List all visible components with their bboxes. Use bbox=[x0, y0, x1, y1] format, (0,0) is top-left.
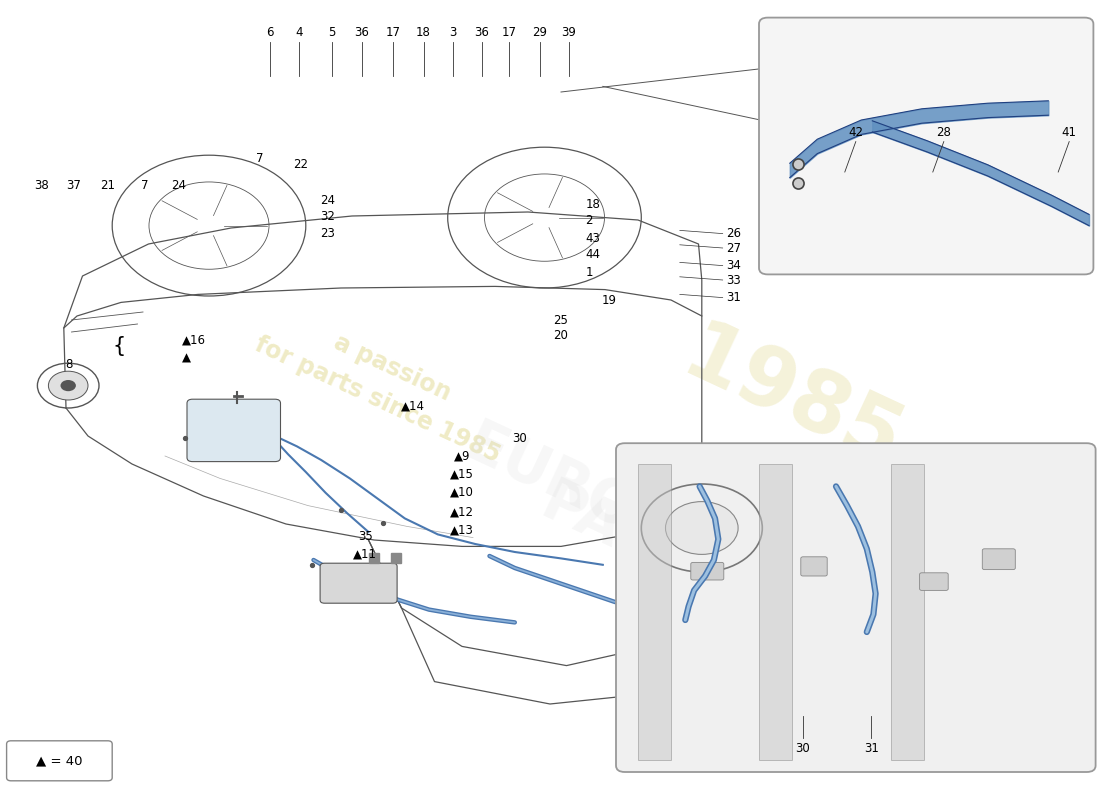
Text: 7: 7 bbox=[142, 179, 148, 192]
Text: 6: 6 bbox=[266, 26, 273, 38]
Text: ▲11: ▲11 bbox=[353, 547, 377, 560]
Text: 26: 26 bbox=[726, 227, 741, 240]
Text: 38: 38 bbox=[34, 179, 50, 192]
Text: 24: 24 bbox=[320, 194, 336, 206]
FancyBboxPatch shape bbox=[759, 464, 792, 760]
Text: ▲13: ▲13 bbox=[450, 524, 474, 537]
Text: 42: 42 bbox=[848, 126, 864, 138]
FancyBboxPatch shape bbox=[7, 741, 112, 781]
Text: 1: 1 bbox=[585, 266, 593, 278]
Text: ▲: ▲ bbox=[182, 351, 190, 364]
Text: 17: 17 bbox=[502, 26, 517, 38]
FancyBboxPatch shape bbox=[801, 557, 827, 576]
Text: 22: 22 bbox=[293, 158, 308, 171]
Text: ▲9: ▲9 bbox=[453, 450, 471, 462]
Text: 32: 32 bbox=[320, 210, 336, 222]
Text: 37: 37 bbox=[66, 179, 81, 192]
Circle shape bbox=[60, 380, 76, 391]
Text: 27: 27 bbox=[726, 242, 741, 254]
Text: 30: 30 bbox=[795, 742, 811, 754]
Text: 31: 31 bbox=[864, 742, 879, 754]
Text: 5: 5 bbox=[329, 26, 336, 38]
FancyBboxPatch shape bbox=[982, 549, 1015, 570]
Text: 35: 35 bbox=[358, 530, 373, 542]
Text: ▲15: ▲15 bbox=[450, 467, 474, 480]
Text: ▲12: ▲12 bbox=[450, 506, 474, 518]
Circle shape bbox=[666, 502, 738, 554]
Text: 44: 44 bbox=[585, 248, 601, 261]
Text: ▲14: ▲14 bbox=[400, 400, 425, 413]
Text: 33: 33 bbox=[726, 274, 740, 286]
Text: ▲10: ▲10 bbox=[450, 486, 474, 498]
Text: PARTS: PARTS bbox=[532, 474, 744, 614]
Text: 28: 28 bbox=[936, 126, 952, 138]
FancyBboxPatch shape bbox=[616, 443, 1096, 772]
Text: EURO: EURO bbox=[455, 416, 645, 544]
Text: 30: 30 bbox=[512, 432, 527, 445]
FancyBboxPatch shape bbox=[759, 18, 1093, 274]
Text: 3: 3 bbox=[450, 26, 456, 38]
Text: 8: 8 bbox=[66, 358, 73, 370]
FancyBboxPatch shape bbox=[920, 573, 948, 590]
Text: {: { bbox=[112, 336, 125, 355]
FancyBboxPatch shape bbox=[691, 562, 724, 580]
Text: a passion
for parts since 1985: a passion for parts since 1985 bbox=[251, 301, 519, 467]
Text: 36: 36 bbox=[474, 26, 490, 38]
Text: 7: 7 bbox=[256, 152, 263, 165]
Text: 29: 29 bbox=[532, 26, 548, 38]
Text: 1985: 1985 bbox=[670, 314, 914, 486]
Text: 20: 20 bbox=[553, 330, 569, 342]
Text: 4: 4 bbox=[296, 26, 303, 38]
Text: 34: 34 bbox=[726, 259, 741, 272]
Text: 31: 31 bbox=[726, 291, 741, 304]
Text: 39: 39 bbox=[561, 26, 576, 38]
Text: 36: 36 bbox=[354, 26, 370, 38]
Circle shape bbox=[48, 371, 88, 400]
Text: ▲16: ▲16 bbox=[182, 334, 206, 346]
Text: ▲ = 40: ▲ = 40 bbox=[36, 754, 82, 767]
Text: 18: 18 bbox=[585, 198, 601, 211]
Text: 25: 25 bbox=[553, 314, 569, 326]
Text: 2: 2 bbox=[585, 214, 593, 227]
FancyBboxPatch shape bbox=[187, 399, 280, 462]
FancyBboxPatch shape bbox=[320, 563, 397, 603]
Text: 21: 21 bbox=[100, 179, 116, 192]
Text: 19: 19 bbox=[602, 294, 617, 306]
Text: 41: 41 bbox=[1062, 126, 1077, 138]
Text: 23: 23 bbox=[320, 227, 336, 240]
FancyBboxPatch shape bbox=[891, 464, 924, 760]
Text: 18: 18 bbox=[416, 26, 431, 38]
Text: 17: 17 bbox=[385, 26, 400, 38]
Text: 43: 43 bbox=[585, 232, 601, 245]
Text: 24: 24 bbox=[170, 179, 186, 192]
FancyBboxPatch shape bbox=[638, 464, 671, 760]
